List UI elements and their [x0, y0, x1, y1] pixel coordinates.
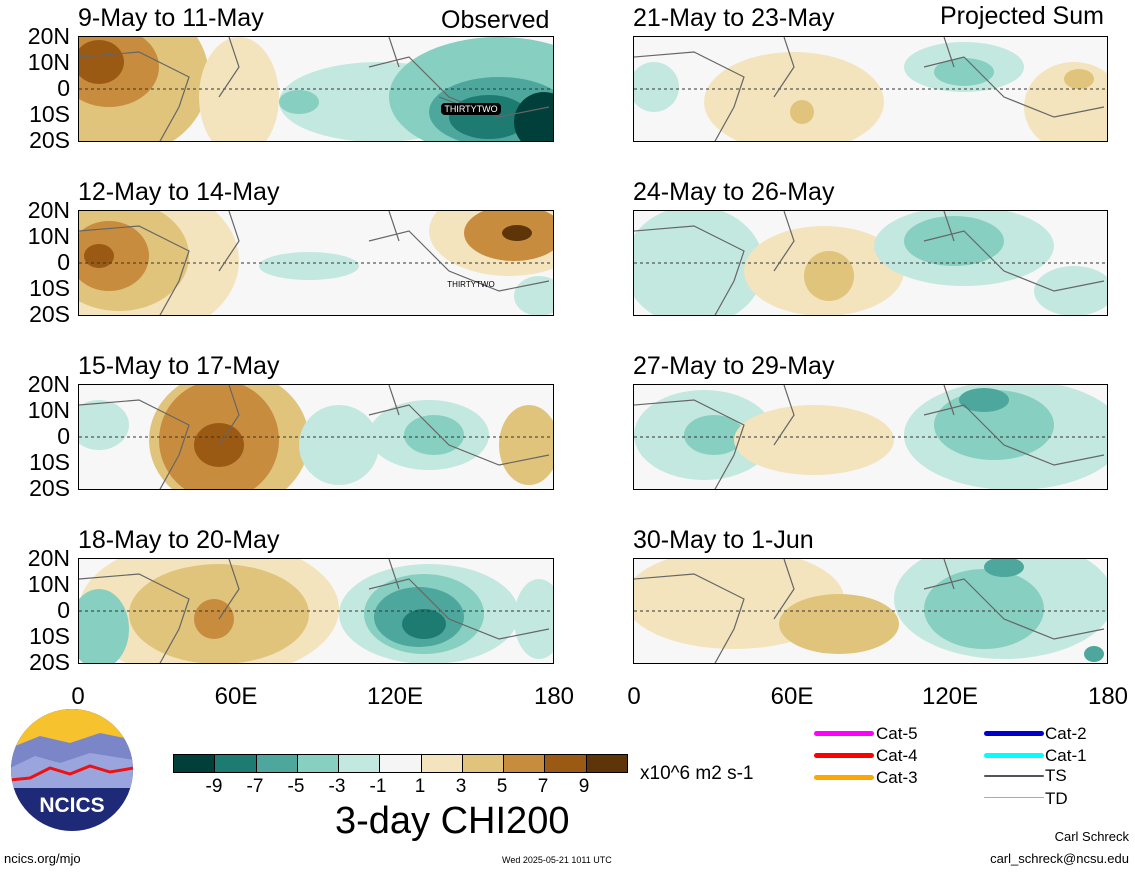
colorbar-title: 3-day CHI200 — [335, 800, 570, 842]
map-panel-proj-1 — [633, 36, 1108, 142]
lat-label: 20N — [27, 371, 70, 397]
author-email[interactable]: carl_schreck@ncsu.edu — [990, 851, 1129, 866]
lon-label: 120E — [366, 683, 424, 710]
source-url[interactable]: ncics.org/mjo — [4, 851, 81, 866]
panel-title: 21-May to 23-May — [633, 4, 835, 32]
panel-title: 24-May to 26-May — [633, 178, 835, 206]
colorbar-swatch — [174, 755, 215, 772]
legend-line-cat5 — [814, 731, 874, 736]
legend-line-cat2 — [984, 731, 1044, 736]
lat-label: 20S — [29, 475, 70, 501]
map-panel-obs-2: THIRTYTWO — [78, 210, 554, 316]
lat-label: 0 — [57, 597, 70, 623]
colorbar-swatch — [255, 755, 297, 772]
legend-line-cat4 — [814, 753, 874, 758]
legend-label: Cat-3 — [876, 768, 918, 787]
lat-label: 0 — [57, 423, 70, 449]
lat-label: 20N — [27, 197, 70, 223]
logo-text: NCICS — [39, 794, 104, 817]
map-panel-proj-3 — [633, 384, 1108, 490]
legend-line-cat3 — [814, 775, 874, 780]
ncics-logo: NCICS — [10, 708, 134, 832]
colorbar-tick: -1 — [369, 776, 387, 797]
legend-label: TD — [1045, 789, 1068, 808]
colorbar-tick: 7 — [537, 776, 549, 797]
projected-header: Projected Sum — [940, 2, 1104, 30]
lat-label: 10N — [27, 223, 70, 249]
colorbar-tick: 3 — [455, 776, 467, 797]
legend-line-ts — [984, 775, 1044, 777]
colorbar-tick: -9 — [205, 776, 223, 797]
lon-label: 120E — [921, 683, 979, 710]
colorbar-tick: 1 — [414, 776, 426, 797]
colorbar-swatch — [585, 755, 627, 772]
lon-label: 0 — [71, 683, 85, 710]
lat-label: 20N — [27, 23, 70, 49]
legend-line-cat1 — [984, 753, 1044, 758]
map-panel-obs-3 — [78, 384, 554, 490]
panel-title: 15-May to 17-May — [78, 352, 280, 380]
timestamp: Wed 2025-05-21 1011 UTC — [502, 855, 612, 865]
colorbar-tick: 9 — [578, 776, 590, 797]
panel-title: 9-May to 11-May — [78, 4, 264, 32]
colorbar-tick: -7 — [246, 776, 264, 797]
colorbar-strip — [173, 754, 628, 773]
lat-label: 10N — [27, 571, 70, 597]
map-panel-obs-1: THIRTYTWO — [78, 36, 554, 142]
colorbar-swatch — [420, 755, 462, 772]
colorbar-swatch — [503, 755, 545, 772]
colorbar-swatch — [214, 755, 256, 772]
map-panel-proj-4 — [633, 558, 1108, 664]
lon-label: 180 — [533, 683, 575, 710]
colorbar-swatch — [338, 755, 380, 772]
lat-label: 10N — [27, 397, 70, 423]
panel-title: 27-May to 29-May — [633, 352, 835, 380]
panel-title: 12-May to 14-May — [78, 178, 280, 206]
legend-label: TS — [1045, 766, 1067, 785]
lon-label: 180 — [1087, 683, 1129, 710]
legend-label: Cat-4 — [876, 746, 918, 765]
panel-title: 18-May to 20-May — [78, 526, 280, 554]
storm-label: THIRTYTWO — [447, 280, 494, 289]
colorbar-swatch — [379, 755, 421, 772]
lon-label: 60E — [770, 683, 814, 710]
observed-header: Observed — [441, 6, 550, 34]
lat-label: 0 — [57, 249, 70, 275]
lat-label: 20S — [29, 649, 70, 675]
lat-label: 20S — [29, 301, 70, 327]
lat-label: 10N — [27, 49, 70, 75]
legend-label: Cat-2 — [1045, 724, 1087, 743]
lat-label: 10S — [29, 275, 70, 301]
panel-title: 30-May to 1-Jun — [633, 526, 814, 554]
map-panel-proj-2 — [633, 210, 1108, 316]
colorbar-tick: 5 — [496, 776, 508, 797]
colorbar-tick: -5 — [287, 776, 305, 797]
storm-label: THIRTYTWO — [444, 104, 497, 114]
author-name: Carl Schreck — [1054, 829, 1129, 844]
lat-label: 20S — [29, 127, 70, 153]
colorbar-swatch — [544, 755, 586, 772]
lat-label: 0 — [57, 75, 70, 101]
map-panel-obs-4 — [78, 558, 554, 664]
colorbar-swatch — [461, 755, 504, 772]
legend-label: Cat-1 — [1045, 746, 1087, 765]
legend-line-td — [984, 797, 1044, 798]
colorbar-units: x10^6 m2 s-1 — [640, 763, 754, 784]
lat-label: 10S — [29, 101, 70, 127]
lon-label: 60E — [214, 683, 258, 710]
lat-label: 10S — [29, 449, 70, 475]
lon-label: 0 — [627, 683, 641, 710]
lat-label: 20N — [27, 545, 70, 571]
lat-label: 10S — [29, 623, 70, 649]
legend-label: Cat-5 — [876, 724, 918, 743]
colorbar-tick: -3 — [328, 776, 346, 797]
colorbar-swatch — [296, 755, 339, 772]
